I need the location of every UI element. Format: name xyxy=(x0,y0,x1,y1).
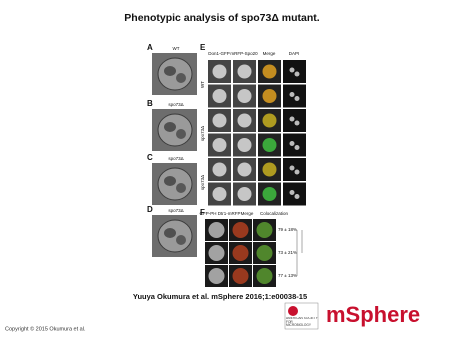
column-header: DAPI xyxy=(289,51,300,56)
row-group-label: WT xyxy=(200,81,205,88)
cell-signal xyxy=(256,245,273,261)
nucleus xyxy=(294,169,300,175)
column-header: Don1-GFP xyxy=(208,51,230,56)
cell xyxy=(157,167,193,201)
cell-signal xyxy=(237,187,252,201)
cell-signal xyxy=(232,245,249,261)
micrograph xyxy=(283,133,306,157)
cell xyxy=(157,57,193,91)
cell-signal xyxy=(237,162,252,177)
spore xyxy=(176,183,186,193)
logo-mark xyxy=(288,306,298,316)
nucleus xyxy=(294,96,300,101)
spore xyxy=(164,66,176,76)
panel-letter: F xyxy=(200,208,205,217)
row-group-label: spo73Δ xyxy=(200,175,205,190)
panel-label: spo73Δ xyxy=(168,102,183,107)
spore xyxy=(176,73,186,83)
nucleus xyxy=(289,116,295,122)
slide-title: Phenotypic analysis of spo73Δ mutant. xyxy=(124,12,320,24)
journal-logo: mSphere xyxy=(326,302,420,327)
micrograph xyxy=(283,158,306,181)
citation: Yuuya Okumura et al. mSphere 2016;1:e000… xyxy=(133,292,307,301)
nucleus xyxy=(289,67,295,73)
column-header: Merge xyxy=(263,51,276,56)
micrograph xyxy=(283,109,306,132)
micrograph xyxy=(283,182,306,206)
cell xyxy=(157,219,193,253)
nucleus xyxy=(294,145,300,150)
cell xyxy=(157,113,193,147)
nucleus xyxy=(289,141,295,146)
nucleus xyxy=(289,190,295,195)
cell-signal xyxy=(208,245,225,261)
cell-signal xyxy=(262,64,277,79)
nucleus xyxy=(294,71,300,77)
cell-signal xyxy=(262,113,277,128)
cell-signal xyxy=(256,222,273,238)
nucleus xyxy=(294,120,300,126)
micrograph xyxy=(283,84,306,108)
cell-signal xyxy=(212,89,227,103)
column-header: GFP-PH Dtr1-mRFP xyxy=(200,211,241,216)
cell-signal xyxy=(212,138,227,152)
cell-signal xyxy=(262,187,277,201)
panel-label: WT xyxy=(173,46,180,51)
spore xyxy=(164,122,176,132)
cell-signal xyxy=(256,268,273,284)
nucleus xyxy=(289,92,295,97)
cell-signal xyxy=(262,89,277,103)
micrograph xyxy=(283,60,306,83)
percentage: 79 ± 18% xyxy=(278,227,297,232)
panel-letter: C xyxy=(147,153,153,162)
spore xyxy=(164,228,176,238)
column-header: Colocalization xyxy=(260,211,289,216)
panel-label: spo73Δ xyxy=(168,208,183,213)
cell-signal xyxy=(208,222,225,238)
publisher-box: AMERICAN SOCIETY FOR MICROBIOLOGY xyxy=(286,317,318,328)
cell-signal xyxy=(212,187,227,201)
cell-signal xyxy=(232,268,249,284)
row-group-label: spo73Δ xyxy=(200,126,205,141)
panel-letter: D xyxy=(147,205,153,214)
cell-signal xyxy=(212,113,227,128)
cell-signal xyxy=(262,138,277,152)
cell-signal xyxy=(237,113,252,128)
column-header: Merge xyxy=(241,211,254,216)
cell-signal xyxy=(237,138,252,152)
copyright: Copyright © 2015 Okumura et al. xyxy=(5,325,86,332)
panel-label: spo73Δ xyxy=(168,156,183,161)
cell-signal xyxy=(237,64,252,79)
percentage: 73 ± 21% xyxy=(278,250,297,255)
column-header: mRFP-Spo20 xyxy=(230,51,258,56)
spore xyxy=(176,129,186,139)
cell-signal xyxy=(208,268,225,284)
cell-signal xyxy=(212,162,227,177)
cell-signal xyxy=(262,162,277,177)
nucleus xyxy=(289,165,295,171)
publisher: AMERICAN SOCIETY FOR MICROBIOLOGY xyxy=(286,317,318,328)
panel-letter: A xyxy=(147,43,153,52)
nucleus xyxy=(294,194,300,199)
spore xyxy=(164,176,176,186)
panel-letter: B xyxy=(147,99,153,108)
cell-signal xyxy=(232,222,249,238)
panel-letter: E xyxy=(200,43,206,52)
cell-signal xyxy=(212,64,227,79)
cell-signal xyxy=(237,89,252,103)
percentage: 77 ± 13% xyxy=(278,273,297,278)
spore xyxy=(176,235,186,245)
